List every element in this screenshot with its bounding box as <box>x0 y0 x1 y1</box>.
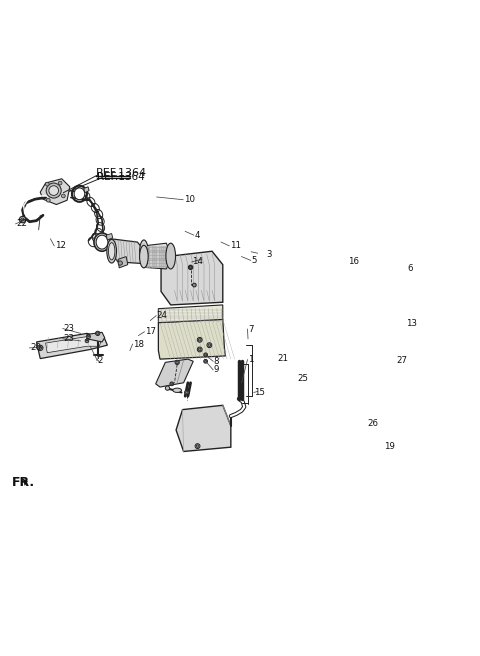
Circle shape <box>175 360 180 365</box>
Text: 9: 9 <box>214 365 219 375</box>
Circle shape <box>21 218 24 221</box>
Polygon shape <box>118 256 128 268</box>
Ellipse shape <box>107 239 117 263</box>
Text: 4: 4 <box>194 231 200 239</box>
Circle shape <box>198 348 201 351</box>
Polygon shape <box>158 319 226 359</box>
Circle shape <box>19 216 26 223</box>
Polygon shape <box>156 359 193 387</box>
Text: 27: 27 <box>396 356 407 365</box>
Circle shape <box>87 335 90 338</box>
Circle shape <box>39 346 42 350</box>
Circle shape <box>186 391 188 394</box>
Ellipse shape <box>173 388 181 392</box>
Circle shape <box>118 261 122 265</box>
Text: 2: 2 <box>98 356 103 365</box>
Circle shape <box>198 338 201 341</box>
Circle shape <box>87 335 90 337</box>
Circle shape <box>208 344 211 346</box>
Circle shape <box>58 181 62 185</box>
Circle shape <box>195 443 200 449</box>
Circle shape <box>189 265 193 270</box>
Text: 23: 23 <box>63 324 74 333</box>
Polygon shape <box>110 239 145 264</box>
Polygon shape <box>46 337 101 353</box>
Circle shape <box>204 354 207 356</box>
Text: 14: 14 <box>192 257 203 266</box>
Circle shape <box>47 198 50 202</box>
Text: 7: 7 <box>248 325 253 333</box>
Polygon shape <box>87 333 105 342</box>
Text: 24: 24 <box>157 311 168 320</box>
Text: 17: 17 <box>145 327 156 337</box>
Text: 6: 6 <box>407 264 412 274</box>
Circle shape <box>85 339 89 343</box>
Circle shape <box>207 343 212 348</box>
Circle shape <box>197 337 202 342</box>
Text: 10: 10 <box>183 195 194 204</box>
Ellipse shape <box>108 243 115 260</box>
Ellipse shape <box>96 235 108 249</box>
Circle shape <box>46 182 49 186</box>
Text: 5: 5 <box>251 256 257 265</box>
Text: 3: 3 <box>266 251 272 260</box>
Circle shape <box>165 386 169 390</box>
Circle shape <box>176 361 179 363</box>
Ellipse shape <box>94 233 110 251</box>
Text: 8: 8 <box>214 357 219 366</box>
Circle shape <box>185 390 189 394</box>
Text: FR.: FR. <box>12 476 35 489</box>
Circle shape <box>196 445 199 447</box>
Ellipse shape <box>140 240 148 264</box>
Text: 19: 19 <box>384 441 395 451</box>
Text: 18: 18 <box>133 340 144 348</box>
Circle shape <box>204 360 207 362</box>
Text: 21: 21 <box>277 354 288 363</box>
Circle shape <box>37 345 43 350</box>
Polygon shape <box>40 179 70 205</box>
Ellipse shape <box>166 243 176 269</box>
Text: 15: 15 <box>254 388 265 397</box>
Circle shape <box>171 383 173 385</box>
Text: 1: 1 <box>248 355 253 364</box>
Circle shape <box>204 359 207 363</box>
Polygon shape <box>106 234 113 240</box>
Circle shape <box>96 332 99 335</box>
Text: 16: 16 <box>348 257 359 266</box>
Circle shape <box>86 338 88 341</box>
Polygon shape <box>23 478 28 486</box>
Circle shape <box>204 353 207 357</box>
Polygon shape <box>140 243 171 269</box>
Text: 26: 26 <box>367 419 378 428</box>
Polygon shape <box>84 187 89 193</box>
Text: 12: 12 <box>55 241 66 251</box>
Circle shape <box>197 347 202 352</box>
Text: 22: 22 <box>16 219 27 228</box>
Polygon shape <box>176 405 231 451</box>
Ellipse shape <box>74 188 85 199</box>
Text: REF.1364: REF.1364 <box>96 168 147 178</box>
Circle shape <box>46 183 61 198</box>
Polygon shape <box>36 333 108 359</box>
Text: 23: 23 <box>63 335 74 343</box>
Circle shape <box>61 194 65 198</box>
Circle shape <box>170 382 174 386</box>
Text: REF.1364: REF.1364 <box>96 173 144 182</box>
Circle shape <box>192 283 196 287</box>
Circle shape <box>189 266 192 269</box>
Text: 20: 20 <box>30 343 41 352</box>
Text: 11: 11 <box>230 241 241 251</box>
Polygon shape <box>161 251 223 305</box>
Ellipse shape <box>140 245 148 268</box>
Text: 25: 25 <box>298 374 309 383</box>
Polygon shape <box>158 305 223 323</box>
Circle shape <box>96 331 100 335</box>
Circle shape <box>49 186 59 195</box>
Text: 13: 13 <box>406 319 417 328</box>
